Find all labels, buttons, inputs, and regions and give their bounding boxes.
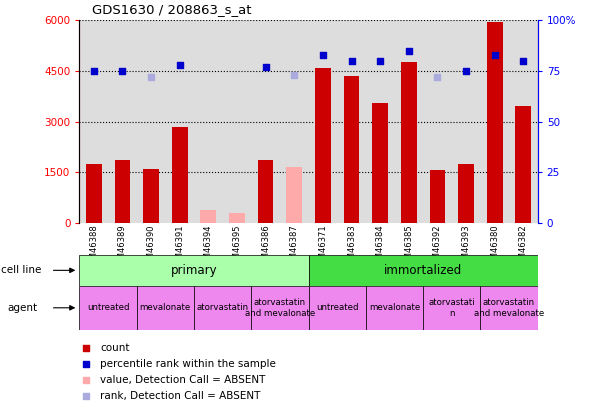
Text: cell line: cell line [1,265,42,275]
Bar [315,68,331,223]
Text: count: count [100,343,130,353]
Bar [251,286,309,330]
Text: agent: agent [7,303,37,313]
Bar [309,255,538,286]
Bar [480,286,538,330]
Point [81,361,91,367]
Text: untreated: untreated [316,303,359,312]
Point [404,47,414,54]
Bar [86,164,101,223]
Point [519,58,529,64]
Point [89,68,98,74]
Bar [401,62,417,223]
Bar [114,160,130,223]
Point [261,64,271,70]
Bar [200,210,216,223]
Text: immortalized: immortalized [384,264,463,277]
Bar [79,286,137,330]
Text: atorvastatin
and mevalonate: atorvastatin and mevalonate [474,298,544,318]
Point [318,51,327,58]
Bar [366,286,423,330]
Bar [172,126,188,223]
Bar [137,286,194,330]
Bar [287,167,302,223]
Bar [143,169,159,223]
Point [461,68,471,74]
Bar [343,76,359,223]
Bar [423,286,480,330]
Text: atorvastati
n: atorvastati n [428,298,475,318]
Point [175,62,185,68]
Bar [194,286,251,330]
Bar [516,107,531,223]
Point [346,58,356,64]
Point [433,74,442,80]
Text: untreated: untreated [87,303,130,312]
Bar [229,213,245,223]
Point [81,393,91,400]
Text: atorvastatin
and mevalonate: atorvastatin and mevalonate [245,298,315,318]
Point [81,377,91,384]
Bar [309,286,366,330]
Point [290,72,299,78]
Text: rank, Detection Call = ABSENT: rank, Detection Call = ABSENT [100,391,260,401]
Text: mevalonate: mevalonate [369,303,420,312]
Point [117,68,127,74]
Text: atorvastatin: atorvastatin [197,303,249,312]
Bar [458,164,474,223]
Text: primary: primary [170,264,218,277]
Point [146,74,156,80]
Text: value, Detection Call = ABSENT: value, Detection Call = ABSENT [100,375,265,385]
Bar [487,22,503,223]
Bar [372,103,388,223]
Bar [430,171,445,223]
Point [81,345,91,351]
Point [490,51,500,58]
Text: mevalonate: mevalonate [140,303,191,312]
Bar [258,160,274,223]
Text: percentile rank within the sample: percentile rank within the sample [100,359,276,369]
Bar [79,255,309,286]
Point [375,58,385,64]
Text: GDS1630 / 208863_s_at: GDS1630 / 208863_s_at [92,3,251,16]
